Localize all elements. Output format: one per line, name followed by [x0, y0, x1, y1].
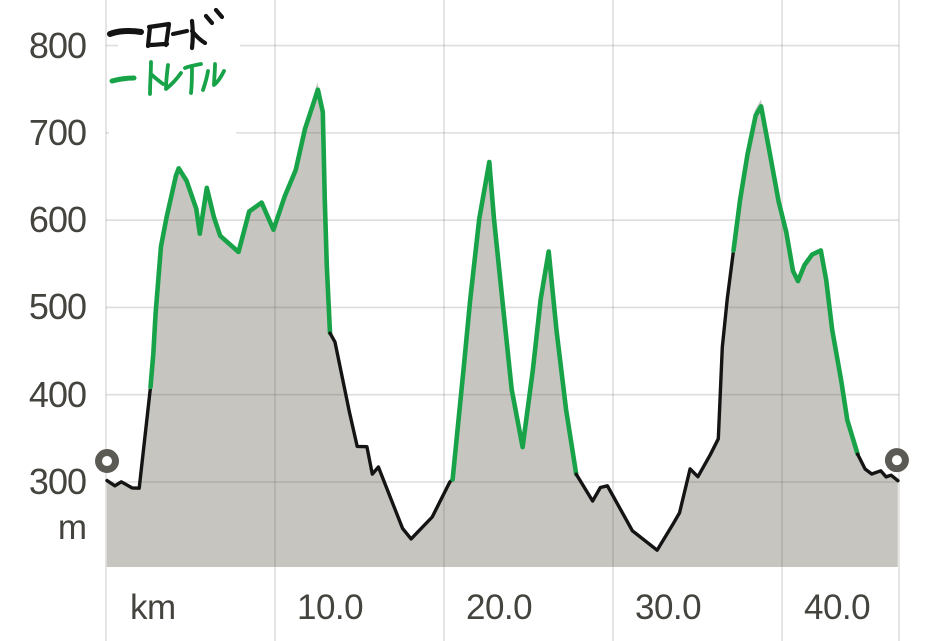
- y-axis-unit-label: m: [57, 508, 87, 547]
- x-axis-tick-40: 40.0: [804, 588, 871, 627]
- x-axis-unit-label: km: [130, 588, 176, 627]
- elevation-area-fill: [106, 82, 898, 568]
- profile-line-trail-1: [148, 87, 333, 390]
- x-axis-tick-10: 10.0: [297, 588, 364, 627]
- profile-line-road-2: [328, 331, 455, 541]
- route-start-marker: [95, 449, 120, 474]
- y-axis-tick-600: 600: [28, 199, 87, 241]
- route-end-marker: [884, 448, 909, 473]
- y-axis-tick-300: 300: [28, 461, 87, 502]
- profile-line-road-6: [855, 452, 900, 483]
- profile-line-road-0: [105, 385, 153, 490]
- x-axis-tick-20: 20.0: [466, 588, 533, 627]
- profile-line-road-4: [574, 248, 736, 552]
- legend-trail-backing: [109, 56, 236, 141]
- profile-line-trail-3: [450, 159, 579, 482]
- legend-road-handwritten-label: [145, 7, 225, 51]
- surface-line-segments: [105, 87, 900, 552]
- legend: [107, 7, 240, 141]
- y-axis-tick-500: 500: [28, 286, 87, 328]
- profile-line-trail-5: [731, 104, 860, 457]
- legend-trail-dash: [109, 75, 137, 84]
- y-axis-tick-700: 700: [28, 111, 87, 153]
- x-axis-tick-30: 30.0: [635, 588, 702, 627]
- y-axis-tick-400: 400: [28, 373, 87, 415]
- route-endpoint-markers: [95, 448, 909, 474]
- legend-road-backing: [118, 14, 240, 56]
- legend-trail-handwritten-label: [148, 60, 226, 96]
- legend-item-trail: [109, 56, 236, 141]
- legend-road-dash: [107, 27, 144, 37]
- legend-item-road: [107, 7, 240, 56]
- y-axis-tick-800: 800: [28, 24, 87, 66]
